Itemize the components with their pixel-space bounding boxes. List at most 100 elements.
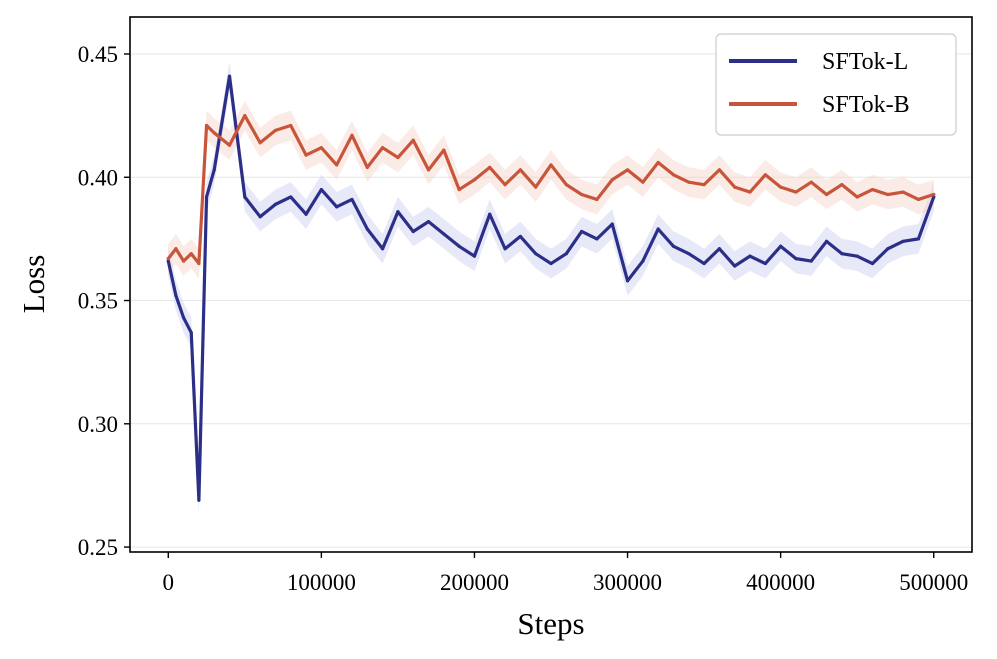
- series-point-sftok-b: [227, 143, 232, 147]
- series-point-sftok-l: [243, 195, 247, 199]
- series-point-sftok-l: [204, 195, 209, 199]
- series-lines: [166, 74, 936, 502]
- series-point-sftok-l: [273, 202, 278, 206]
- series-point-sftok-b: [396, 155, 400, 160]
- series-point-sftok-b: [518, 168, 522, 172]
- series-point-sftok-b: [426, 168, 431, 172]
- series-point-sftok-b: [809, 180, 813, 184]
- series-point-sftok-l: [503, 247, 507, 251]
- series-point-sftok-l: [824, 239, 829, 243]
- y-tick-label-3: 0.40: [78, 165, 118, 190]
- series-point-sftok-l: [518, 234, 522, 239]
- series-point-sftok-b: [289, 123, 293, 128]
- series-point-sftok-l: [181, 316, 186, 320]
- series-bands: [168, 61, 934, 516]
- series-point-sftok-l: [564, 252, 568, 256]
- series-point-sftok-b: [381, 146, 385, 150]
- series-point-sftok-l: [189, 330, 193, 335]
- legend: SFTok-L SFTok-B: [715, 33, 957, 136]
- series-point-sftok-l: [625, 279, 630, 283]
- series-point-sftok-b: [656, 160, 660, 165]
- series-point-sftok-b: [174, 247, 178, 251]
- series-point-sftok-l: [335, 205, 339, 209]
- series-point-sftok-b: [733, 185, 737, 189]
- series-point-sftok-b: [763, 173, 767, 177]
- series-point-sftok-b: [717, 168, 722, 172]
- y-tick-label-0: 0.25: [78, 535, 118, 560]
- series-point-sftok-b: [457, 187, 461, 192]
- x-tick-label-5: 500000: [899, 570, 968, 595]
- series-point-sftok-l: [166, 259, 170, 263]
- series-point-sftok-l: [457, 244, 461, 248]
- series-point-sftok-l: [748, 254, 752, 258]
- series-point-sftok-b: [365, 165, 369, 169]
- series-point-sftok-b: [350, 133, 354, 137]
- series-point-sftok-b: [411, 138, 415, 142]
- series-point-sftok-b: [855, 195, 859, 199]
- series-point-sftok-l: [763, 261, 767, 266]
- series-point-sftok-b: [671, 173, 676, 177]
- series-point-sftok-b: [442, 148, 446, 152]
- series-point-sftok-l: [840, 252, 844, 256]
- series-point-sftok-l: [733, 264, 737, 268]
- x-tick-label-1: 100000: [287, 570, 356, 595]
- series-point-sftok-b: [304, 153, 308, 157]
- series-point-sftok-b: [886, 192, 890, 197]
- series-point-sftok-l: [794, 257, 798, 261]
- y-axis-title: Loss: [16, 255, 51, 314]
- series-point-sftok-b: [840, 183, 844, 187]
- series-point-sftok-b: [319, 146, 323, 150]
- series-point-sftok-b: [824, 192, 829, 197]
- series-point-sftok-l: [809, 259, 813, 263]
- series-point-sftok-l: [687, 252, 691, 256]
- series-point-sftok-b: [870, 187, 875, 192]
- series-point-sftok-b: [595, 197, 599, 202]
- series-point-sftok-l: [197, 498, 201, 502]
- series-point-sftok-b: [258, 141, 262, 145]
- series-point-sftok-l: [580, 229, 584, 234]
- series-point-sftok-l: [656, 227, 660, 231]
- series-band-sftok-b: [168, 100, 934, 279]
- series-point-sftok-l: [396, 210, 400, 214]
- series-point-sftok-l: [304, 212, 308, 216]
- series-point-sftok-l: [549, 261, 553, 266]
- series-point-sftok-l: [641, 259, 645, 263]
- series-point-sftok-l: [901, 239, 905, 243]
- series-point-sftok-l: [610, 222, 614, 226]
- series-point-sftok-l: [289, 195, 293, 199]
- x-tick-label-0: 0: [163, 570, 175, 595]
- series-point-sftok-b: [488, 165, 492, 169]
- series-point-sftok-b: [534, 185, 538, 189]
- series-point-sftok-l: [779, 244, 783, 248]
- series-point-sftok-l: [702, 261, 706, 266]
- series-point-sftok-l: [227, 74, 232, 78]
- series-point-sftok-l: [886, 247, 890, 251]
- series-point-sftok-b: [702, 183, 706, 187]
- series-point-sftok-l: [870, 261, 875, 266]
- series-point-sftok-b: [580, 192, 584, 197]
- series-point-sftok-l: [488, 212, 492, 216]
- series-point-sftok-b: [625, 168, 630, 172]
- series-point-sftok-b: [641, 180, 645, 184]
- series-point-sftok-b: [794, 190, 798, 194]
- x-tick-label-3: 300000: [593, 570, 662, 595]
- x-axis-title: Steps: [517, 606, 584, 641]
- series-point-sftok-b: [549, 163, 553, 167]
- x-axis-ticks: 0 100000 200000 300000 400000 500000: [163, 552, 968, 595]
- series-point-sftok-l: [426, 220, 431, 224]
- series-point-sftok-b: [687, 180, 691, 184]
- x-tick-label-4: 400000: [746, 570, 815, 595]
- series-point-sftok-l: [595, 237, 599, 241]
- y-tick-label-4: 0.45: [78, 42, 118, 67]
- series-point-sftok-l: [319, 187, 323, 192]
- series-point-sftok-l: [534, 252, 538, 256]
- series-point-sftok-l: [365, 227, 369, 231]
- series-point-sftok-b: [748, 190, 752, 194]
- series-point-sftok-b: [503, 183, 507, 187]
- y-axis-ticks: 0.25 0.30 0.35 0.40 0.45: [78, 42, 130, 560]
- series-point-sftok-l: [381, 247, 385, 251]
- series-point-sftok-b: [197, 261, 201, 266]
- series-point-sftok-l: [411, 229, 415, 234]
- series-line-sftok-b: [166, 114, 936, 266]
